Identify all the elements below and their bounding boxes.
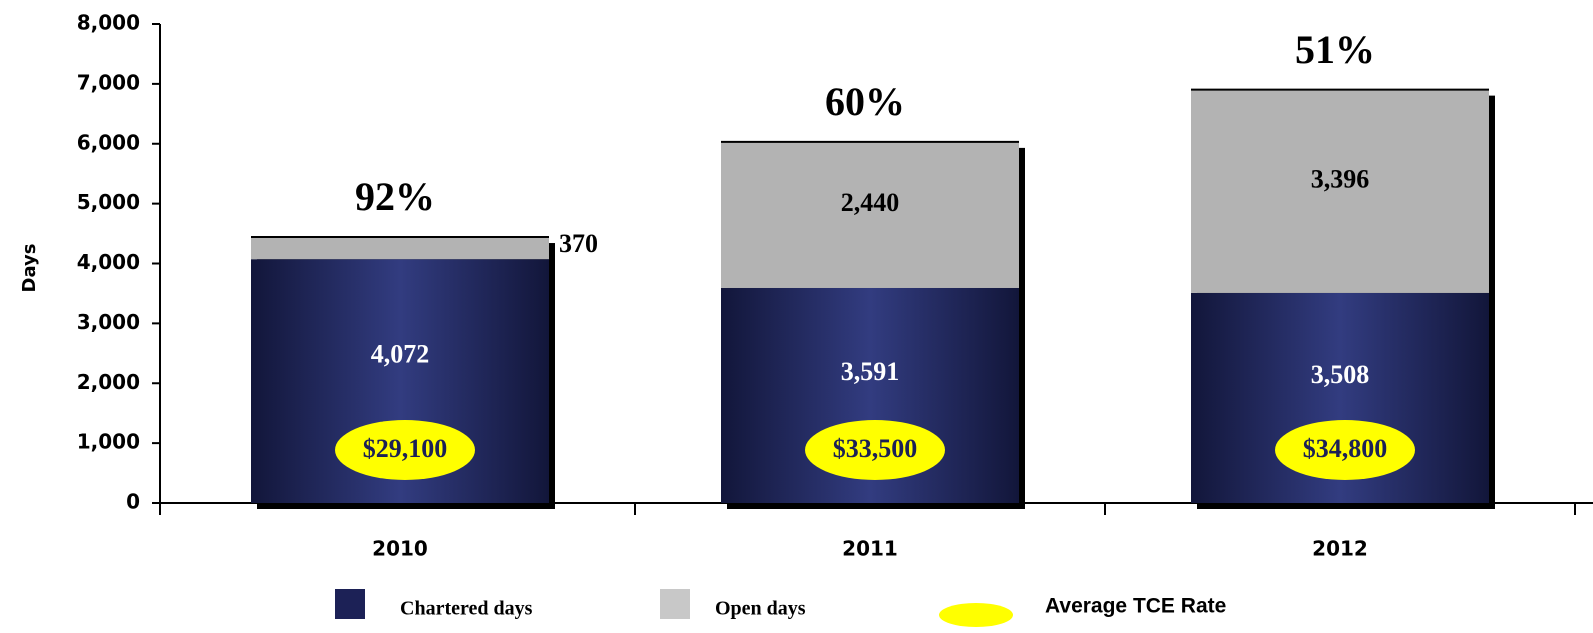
data-label: 3,508 [1311, 360, 1370, 389]
x-tick-label: 2010 [372, 537, 428, 561]
y-tick-label: 1,000 [77, 430, 140, 454]
legend-label: Average TCE Rate [1045, 595, 1226, 618]
tce-badge [335, 420, 475, 480]
tce-badge [805, 420, 945, 480]
y-tick-label: 6,000 [77, 130, 140, 154]
y-tick-label: 4,000 [77, 250, 140, 274]
y-tick-label: 7,000 [77, 70, 140, 94]
share-label: 51% [1295, 27, 1375, 72]
tce-label: $33,500 [833, 434, 918, 463]
share-label: 60% [825, 79, 905, 124]
data-label: 3,396 [1311, 164, 1370, 193]
y-tick-label: 5,000 [77, 190, 140, 214]
data-label: 370 [559, 229, 598, 258]
y-tick-label: 2,000 [77, 370, 140, 394]
y-tick-label: 8,000 [77, 11, 140, 35]
data-label: 4,072 [371, 340, 430, 369]
tce-label: $29,100 [363, 434, 448, 463]
x-tick-label: 2011 [842, 537, 898, 561]
share-label: 92% [355, 174, 435, 219]
y-tick-label: 3,000 [77, 310, 140, 334]
legend-swatch [939, 603, 1013, 627]
legend-swatch [335, 589, 365, 619]
data-label: 3,591 [841, 357, 900, 386]
data-label: 2,440 [841, 188, 900, 217]
tce-label: $34,800 [1303, 434, 1388, 463]
x-tick-label: 2012 [1312, 537, 1368, 561]
bar-segment [251, 237, 549, 260]
y-tick-label: 0 [126, 490, 140, 514]
legend-label: Chartered days [400, 598, 533, 620]
tce-badge [1275, 420, 1415, 480]
bar-segment [1191, 89, 1489, 293]
y-axis-title: Days [19, 244, 40, 293]
legend-swatch [660, 589, 690, 619]
bar-segment [721, 141, 1019, 288]
legend-label: Open days [715, 598, 806, 620]
